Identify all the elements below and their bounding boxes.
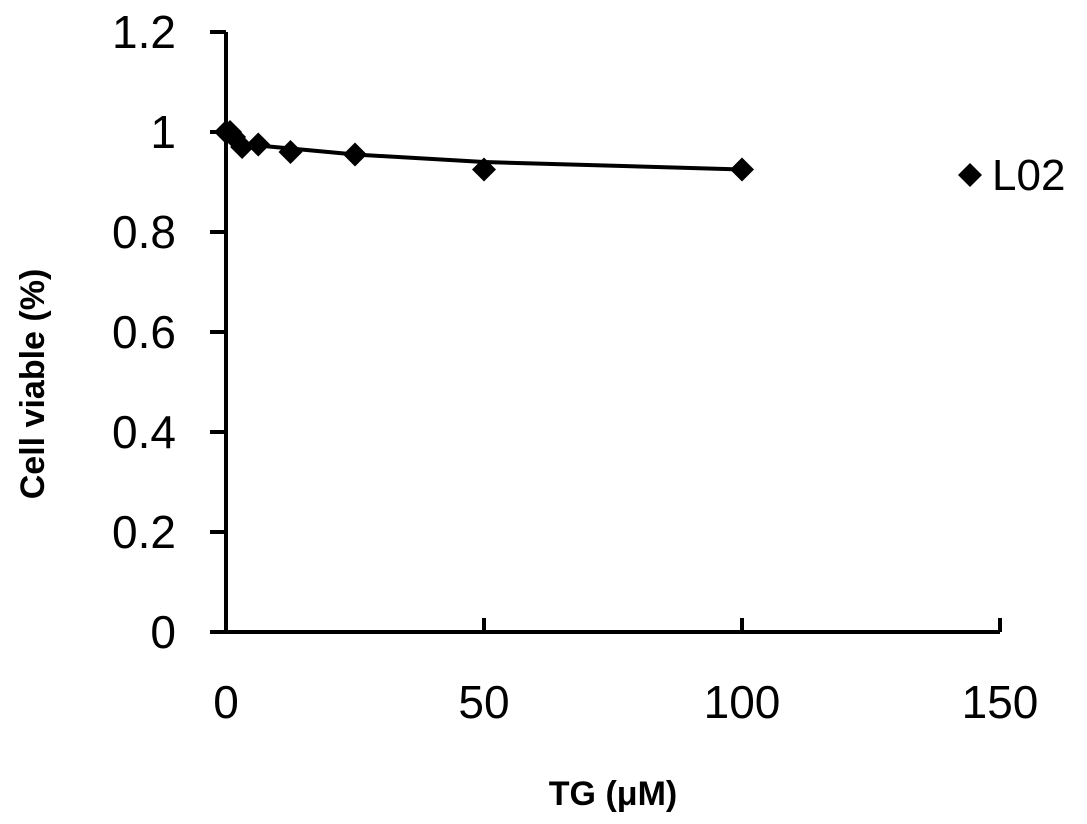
y-tick-group: 0 0.2 0.4 0.6 0.8 1 1.2 [112, 6, 226, 658]
x-tick-group: 0 50 100 150 [213, 618, 1038, 728]
data-point [343, 142, 367, 167]
data-point [246, 132, 271, 157]
legend: L02 [958, 151, 1065, 200]
x-tick-label: 0 [213, 676, 239, 728]
y-tick-label: 0.6 [112, 306, 176, 358]
data-point [472, 157, 496, 182]
legend-label: L02 [992, 151, 1065, 200]
y-tick-label: 0.2 [112, 506, 176, 558]
y-tick-label: 1.2 [112, 6, 176, 58]
x-tick-label: 50 [458, 676, 509, 728]
y-tick-label: 0.4 [112, 406, 176, 458]
x-axis-title: TG (μM) [549, 775, 677, 813]
data-point [730, 157, 754, 182]
data-point-group [214, 120, 754, 182]
y-tick-label: 0 [150, 606, 176, 658]
legend-marker [958, 163, 982, 187]
y-tick-label: 0.8 [112, 206, 176, 258]
y-axis-title: Cell viable (%) [14, 269, 52, 500]
x-tick-label: 150 [962, 676, 1039, 728]
x-tick-label: 100 [704, 676, 781, 728]
y-tick-label: 1 [150, 106, 176, 158]
data-point [278, 140, 303, 164]
axes [210, 32, 1000, 634]
data-point [230, 135, 255, 159]
